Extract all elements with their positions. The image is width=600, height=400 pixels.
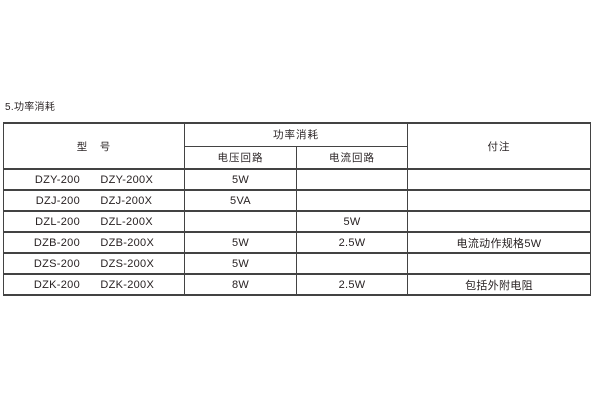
- model-name: DZB-200: [33, 236, 80, 249]
- table-row-dzk: DZK-200 DZK-200X 8W 2.5W 包括外附电阻: [3, 273, 591, 296]
- notes-cell: [407, 210, 591, 233]
- model-name: DZL-200: [35, 215, 80, 228]
- model-name: DZY-200: [34, 173, 80, 186]
- header-voltage-circuit: 电压回路: [184, 145, 297, 170]
- model-name-variant: DZB-200X: [100, 236, 155, 249]
- current-value-cell: 2.5W: [296, 273, 408, 296]
- header-row-sub: 电压回路 电流回路: [4, 145, 591, 170]
- header-model: 型 号: [3, 122, 185, 170]
- table-row-dzb: DZB-200 DZB-200X 5W 2.5W 电流动作规格5W: [3, 231, 591, 254]
- notes-cell: 电流动作规格5W: [407, 231, 591, 254]
- current-value-cell: [296, 189, 408, 212]
- model-cell: DZL-200 DZL-200X: [3, 210, 185, 233]
- model-name-variant: DZS-200X: [100, 257, 155, 270]
- current-value-cell: [296, 168, 408, 191]
- model-name-variant: DZL-200X: [100, 215, 153, 228]
- notes-cell: 包括外附电阻: [407, 273, 591, 296]
- model-name-variant: DZJ-200X: [100, 194, 153, 207]
- notes-cell: [407, 168, 591, 191]
- section-title: 5.功率消耗: [5, 102, 56, 113]
- header-current-circuit: 电流回路: [296, 145, 408, 170]
- table-row-dzl: DZL-200 DZL-200X 5W: [3, 210, 591, 233]
- model-cell: DZS-200 DZS-200X: [3, 252, 185, 275]
- current-value-cell: 5W: [296, 210, 408, 233]
- table-row-dzj: DZJ-200 DZJ-200X 5VA: [3, 189, 591, 212]
- voltage-value-cell: 5W: [184, 252, 297, 275]
- voltage-value-cell: 5VA: [184, 189, 297, 212]
- table-row-dzs: DZS-200 DZS-200X 5W: [3, 252, 591, 275]
- model-name: DZK-200: [33, 278, 80, 291]
- voltage-value-cell: 8W: [184, 273, 297, 296]
- voltage-value-cell: 5W: [184, 168, 297, 191]
- current-value-cell: 2.5W: [296, 231, 408, 254]
- voltage-value-cell: [184, 210, 297, 233]
- header-notes: 付注: [407, 122, 591, 170]
- model-cell: DZK-200 DZK-200X: [3, 273, 185, 296]
- model-name: DZJ-200: [35, 194, 80, 207]
- model-cell: DZB-200 DZB-200X: [3, 231, 185, 254]
- model-cell: DZY-200 DZY-200X: [3, 168, 185, 191]
- notes-cell: [407, 252, 591, 275]
- model-name-variant: DZY-200X: [100, 173, 154, 186]
- notes-cell: [407, 189, 591, 212]
- header-power-group: 功率消耗: [184, 122, 408, 147]
- header-row-top: 型 号 功率消耗 付注: [3, 122, 591, 170]
- table-row-dzy: DZY-200 DZY-200X 5W: [3, 168, 591, 191]
- power-consumption-table: 型 号 功率消耗 付注 电压回路 电流回路 DZY-200 DZY-200X 5…: [3, 122, 591, 296]
- model-name-variant: DZK-200X: [100, 278, 155, 291]
- model-name: DZS-200: [33, 257, 80, 270]
- model-cell: DZJ-200 DZJ-200X: [3, 189, 185, 212]
- voltage-value-cell: 5W: [184, 231, 297, 254]
- current-value-cell: [296, 252, 408, 275]
